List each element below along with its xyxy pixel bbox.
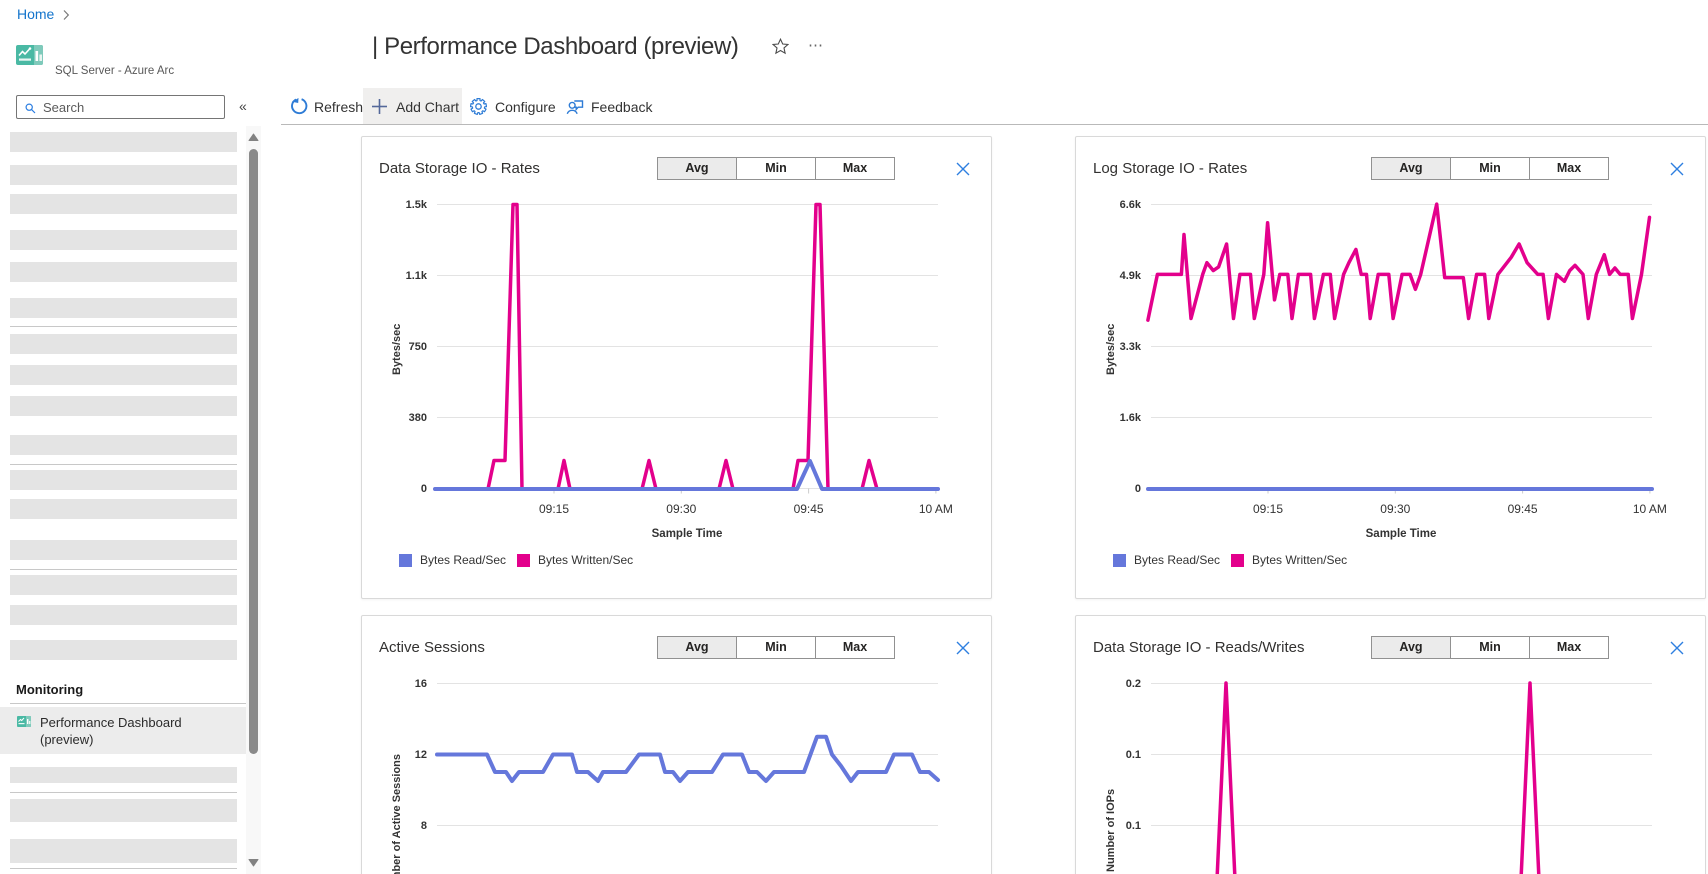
svg-text:09:30: 09:30: [1380, 502, 1410, 516]
svg-text:380: 380: [409, 412, 427, 424]
svg-text:1.1k: 1.1k: [406, 270, 428, 282]
svg-text:0.1: 0.1: [1126, 820, 1141, 832]
svg-text:10 AM: 10 AM: [1633, 502, 1667, 516]
svg-text:Sample Time: Sample Time: [1366, 528, 1437, 540]
svg-text:09:45: 09:45: [794, 502, 824, 516]
svg-text:16: 16: [415, 678, 427, 690]
svg-text:09:30: 09:30: [666, 502, 696, 516]
svg-text:0: 0: [421, 483, 427, 495]
svg-text:0.1: 0.1: [1126, 749, 1141, 761]
svg-text:09:45: 09:45: [1508, 502, 1538, 516]
svg-text:10 AM: 10 AM: [919, 502, 953, 516]
svg-text:8: 8: [421, 820, 427, 832]
svg-text:4.9k: 4.9k: [1120, 270, 1142, 282]
svg-text:6.6k: 6.6k: [1120, 199, 1142, 211]
svg-text:1.6k: 1.6k: [1120, 412, 1142, 424]
svg-text:3.3k: 3.3k: [1120, 341, 1142, 353]
svg-text:0.2: 0.2: [1126, 678, 1141, 690]
svg-text:0: 0: [1135, 483, 1141, 495]
svg-text:12: 12: [415, 749, 427, 761]
svg-text:1.5k: 1.5k: [406, 199, 428, 211]
svg-text:750: 750: [409, 341, 427, 353]
svg-text:09:15: 09:15: [1253, 502, 1283, 516]
svg-text:Sample Time: Sample Time: [652, 528, 723, 540]
svg-text:09:15: 09:15: [539, 502, 569, 516]
